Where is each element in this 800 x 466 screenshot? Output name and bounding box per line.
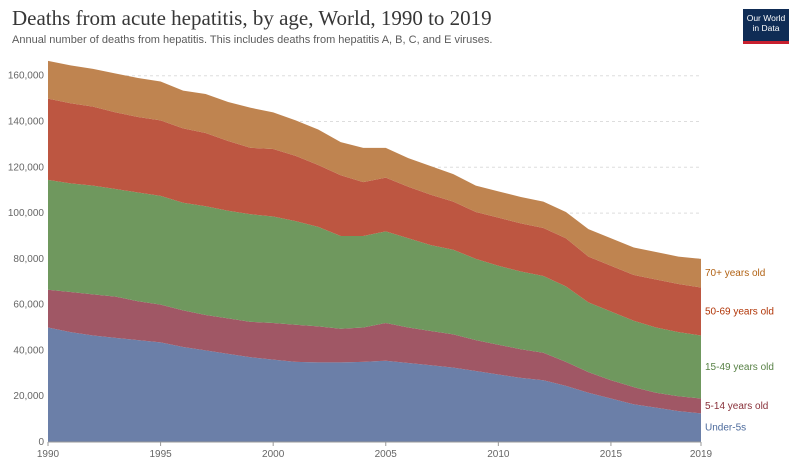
y-tick-label: 40,000 (13, 345, 44, 356)
series-labels: Under-5s 5-14 years old 15-49 years old 50-… (705, 268, 774, 434)
series-label: Under-5s (705, 423, 746, 434)
x-tick-label: 2000 (262, 449, 285, 460)
series-label: 15-49 years old (705, 362, 774, 373)
y-tick-label: 160,000 (8, 71, 45, 82)
x-tick-label: 2015 (600, 449, 623, 460)
logo-text-line2: in Data (752, 23, 780, 33)
owid-logo[interactable]: Our World in Data (743, 9, 789, 44)
y-tick-label: 20,000 (13, 391, 44, 402)
area-series-0[interactable] (48, 327, 701, 442)
area-series-4[interactable] (48, 60, 701, 288)
x-tick-label: 1990 (37, 449, 60, 460)
x-tick-label: 1995 (149, 449, 172, 460)
logo-text-line1: Our World (746, 13, 786, 23)
y-tick-label: 120,000 (8, 162, 45, 173)
series-label: 50-69 years old (705, 307, 774, 318)
y-tick-label: 140,000 (8, 117, 45, 128)
series-label: 5-14 years old (705, 401, 768, 412)
x-tick-label: 2019 (690, 449, 713, 460)
area-series-1[interactable] (48, 289, 701, 414)
chart-subtitle: Annual number of deaths from hepatitis. … (12, 34, 493, 46)
y-tick-label: 100,000 (8, 208, 45, 219)
y-tick-label: 80,000 (13, 254, 44, 265)
area-series (48, 60, 701, 442)
series-label: 70+ years old (705, 268, 765, 279)
area-series-3[interactable] (48, 98, 701, 336)
y-tick-label: 0 (38, 437, 44, 448)
x-tick-label: 2010 (487, 449, 510, 460)
area-series-2[interactable] (48, 179, 701, 399)
chart-title: Deaths from acute hepatitis, by age, Wor… (12, 6, 492, 30)
axes: 0 20,000 40,000 60,000 80,000 100,000 120,000 1… (8, 71, 713, 460)
x-tick-label: 2005 (375, 449, 398, 460)
y-tick-label: 60,000 (13, 300, 44, 311)
